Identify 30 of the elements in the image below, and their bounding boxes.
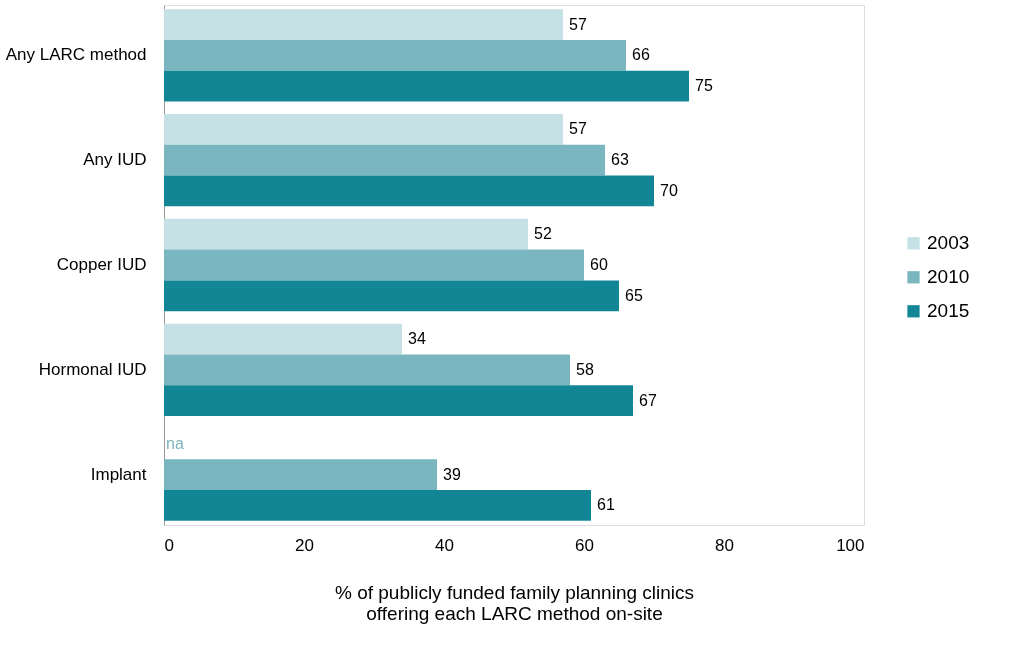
y-tick-label: Any LARC method bbox=[5, 45, 147, 65]
data-label: 66 bbox=[632, 46, 650, 64]
y-tick-label: Any IUD bbox=[83, 150, 147, 170]
x-tick-label: 40 bbox=[435, 535, 454, 555]
x-tick-label: 20 bbox=[295, 535, 314, 555]
y-tick-label: Hormonal IUD bbox=[38, 359, 147, 379]
data-label: 70 bbox=[660, 181, 678, 199]
y-tick-label: Copper IUD bbox=[56, 255, 147, 274]
data-label: 39 bbox=[443, 465, 461, 483]
x-tick-label: 60 bbox=[575, 535, 594, 555]
legend-label: 2015 bbox=[927, 300, 970, 322]
x-tick-label: 0 bbox=[164, 535, 174, 555]
data-label: 63 bbox=[611, 151, 629, 169]
x-axis-title: % of publicly funded family planning clinics offering each LARC method on-site bbox=[334, 581, 695, 624]
data-label: 52 bbox=[534, 225, 552, 243]
data-label: 57 bbox=[569, 15, 587, 33]
data-label: 57 bbox=[569, 120, 587, 138]
legend-label: 2010 bbox=[927, 266, 970, 288]
data-label: 58 bbox=[576, 360, 594, 378]
text: na bbox=[166, 434, 184, 452]
legend-label: 2003 bbox=[927, 232, 970, 254]
data-label: 60 bbox=[590, 256, 608, 273]
x-tick-label: 100 bbox=[836, 535, 865, 555]
data-label: 34 bbox=[408, 330, 426, 348]
data-label: 65 bbox=[625, 286, 643, 304]
data-label: 75 bbox=[695, 77, 713, 95]
data-label: 67 bbox=[639, 391, 657, 409]
x-tick-label: 80 bbox=[715, 535, 734, 555]
data-label: 61 bbox=[597, 496, 615, 514]
y-tick-label: Implant bbox=[90, 464, 147, 484]
